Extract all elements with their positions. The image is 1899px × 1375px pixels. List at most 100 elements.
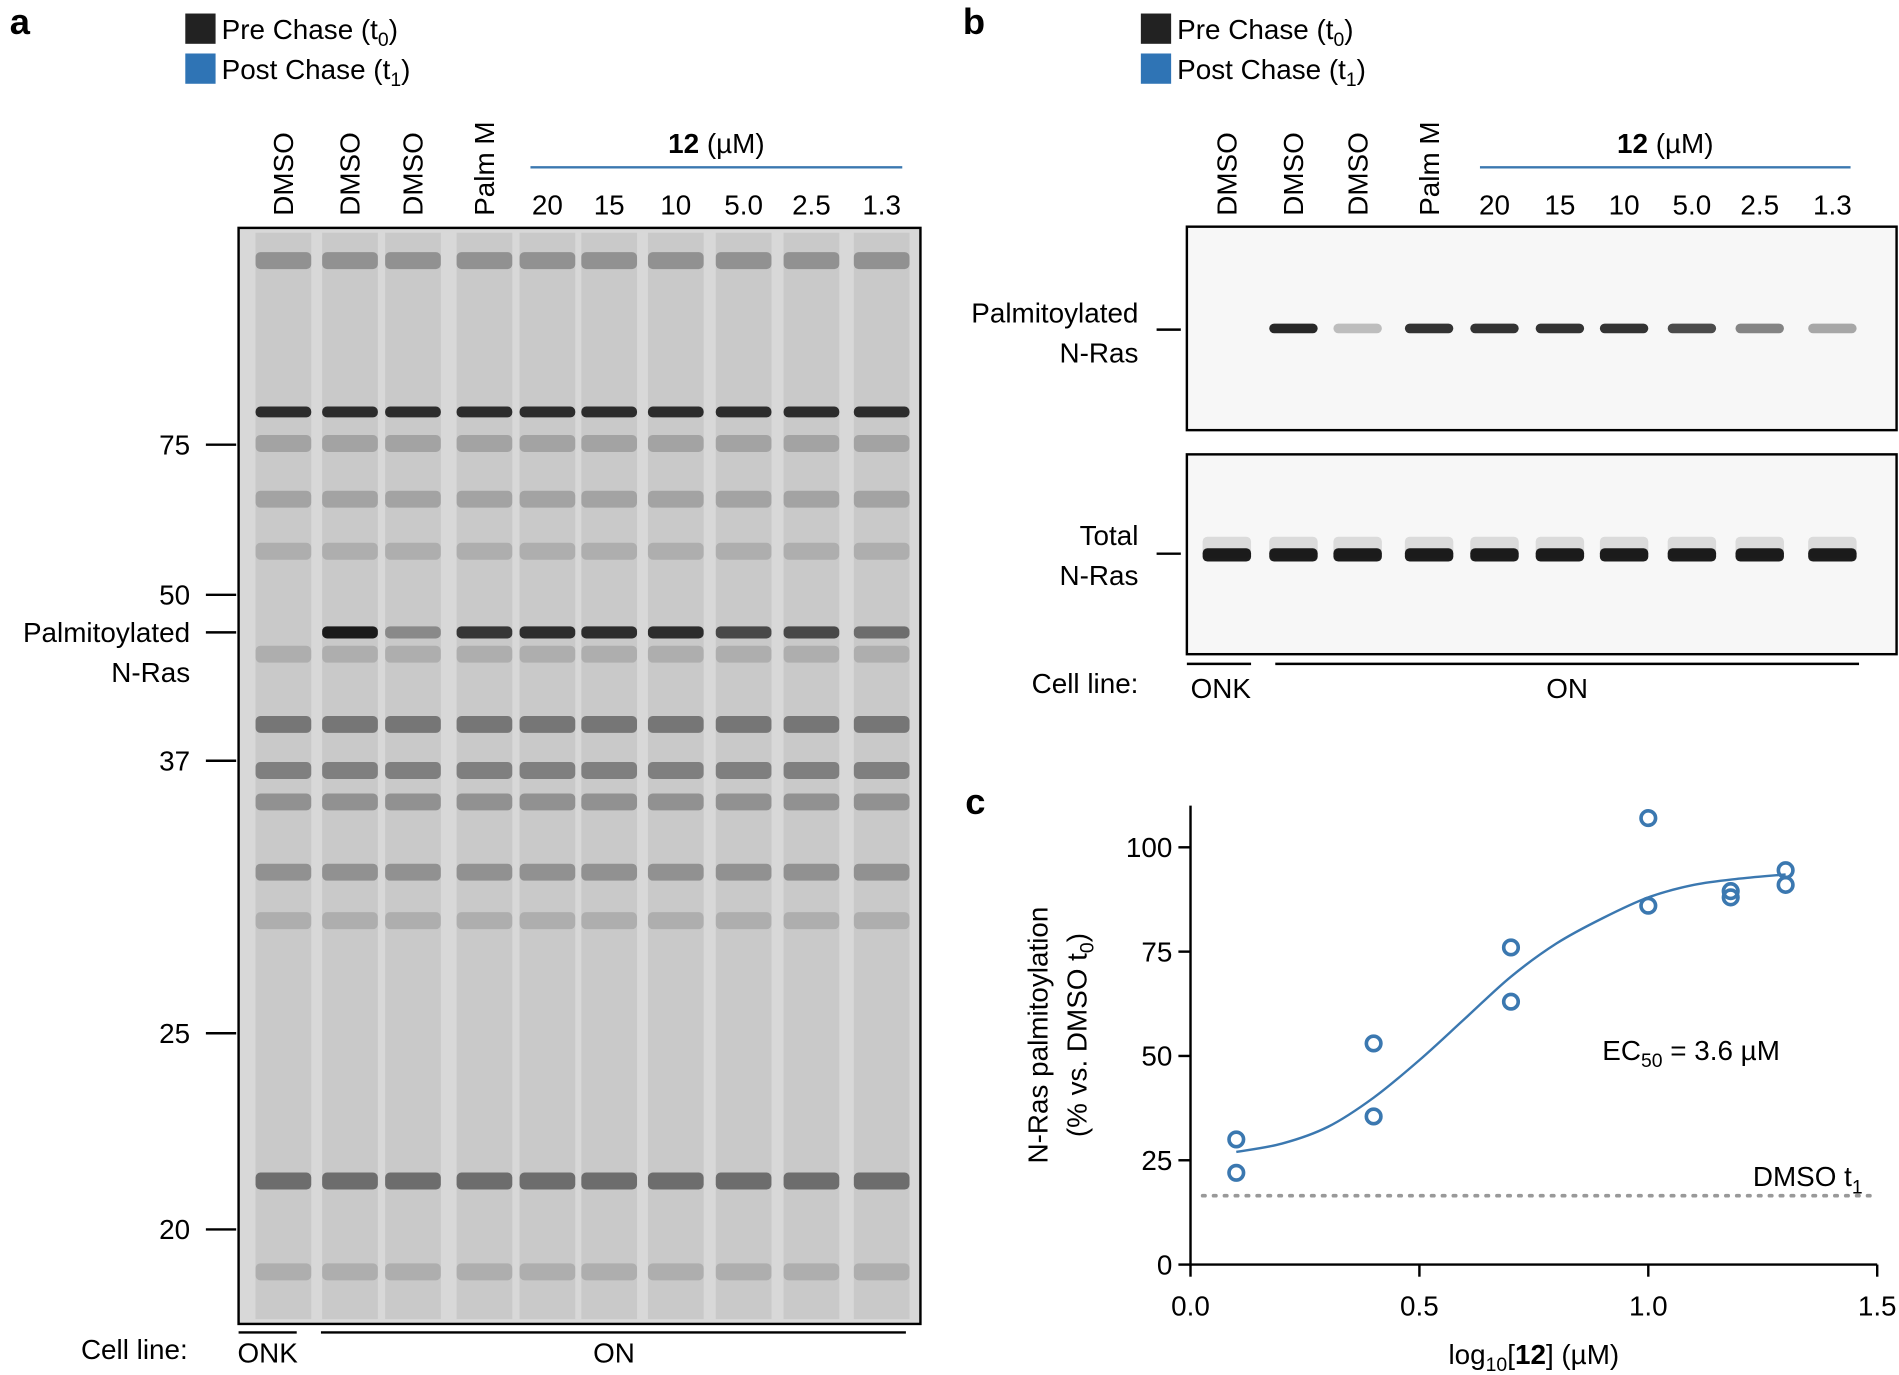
gel-band xyxy=(647,912,704,930)
gel-band xyxy=(581,626,638,639)
panel-label: b xyxy=(963,1,985,42)
gel-band xyxy=(519,1263,576,1281)
cell-line-label: Cell line: xyxy=(1032,668,1139,699)
gel-band xyxy=(322,252,378,270)
gel-band xyxy=(519,252,576,270)
gel-band xyxy=(647,434,704,452)
y-tick-label: 0 xyxy=(1157,1249,1173,1280)
text-part: ] (µM) xyxy=(1546,1339,1619,1370)
cell-line-group: ON xyxy=(1546,673,1588,704)
gel-band xyxy=(647,626,704,639)
gel-band xyxy=(853,645,910,663)
gel-band xyxy=(322,761,378,779)
gel-band xyxy=(581,406,638,418)
data-point xyxy=(1227,1130,1246,1149)
gel-band xyxy=(456,1172,513,1190)
y-tick-label: 75 xyxy=(1141,936,1172,967)
x-tick-label: 1.5 xyxy=(1858,1290,1897,1321)
dose-label: 20 xyxy=(532,190,563,221)
gel-band xyxy=(1269,548,1318,562)
gel-band xyxy=(255,863,312,881)
gel-band xyxy=(322,645,378,663)
gel-band xyxy=(715,490,772,508)
gel-band xyxy=(385,434,441,452)
lane-label: Palm M xyxy=(469,121,500,215)
gel-band xyxy=(647,542,704,560)
dose-label: 2.5 xyxy=(1740,190,1779,221)
text-part: 0 xyxy=(1077,942,1099,953)
gel-band xyxy=(715,542,772,560)
gel-band xyxy=(385,626,441,639)
gel-band xyxy=(581,793,638,811)
lane-label: DMSO xyxy=(1342,132,1373,216)
lane-label: DMSO xyxy=(1278,132,1309,216)
gel-band xyxy=(1599,548,1649,562)
panel-label: a xyxy=(10,1,31,42)
text-part: ) xyxy=(389,14,398,45)
gel-band xyxy=(647,406,704,418)
gel-band xyxy=(853,912,910,930)
gel-band xyxy=(456,490,513,508)
gel-band xyxy=(322,626,378,639)
text-part: = 3.6 µM xyxy=(1663,1035,1780,1066)
legend-label: Pre Chase (t0) xyxy=(222,14,398,51)
text-part: 1 xyxy=(1346,69,1357,91)
gel-band xyxy=(1269,323,1318,334)
text-part: 1 xyxy=(390,69,401,91)
gel-band xyxy=(456,912,513,930)
gel-band xyxy=(853,542,910,560)
gel-band xyxy=(385,715,441,733)
text-part: 12 xyxy=(1515,1339,1546,1370)
gel-band xyxy=(322,912,378,930)
gel-band xyxy=(715,434,772,452)
annotation: EC50 = 3.6 µM xyxy=(1602,1035,1780,1072)
data-point xyxy=(1364,1034,1383,1053)
gel-band xyxy=(385,1263,441,1281)
gel-band xyxy=(322,1172,378,1190)
gel-band xyxy=(853,1172,910,1190)
gel-band xyxy=(322,793,378,811)
gel-band xyxy=(715,645,772,663)
gel-band xyxy=(322,1263,378,1281)
gel-band xyxy=(1535,323,1585,334)
gel-band xyxy=(853,406,910,418)
gel-band xyxy=(783,645,840,663)
gel-band xyxy=(647,490,704,508)
text-part: ) xyxy=(1357,54,1366,85)
cell-line-label: Cell line: xyxy=(81,1334,188,1365)
y-tick-label: 100 xyxy=(1126,832,1172,863)
text-part: ) xyxy=(401,54,410,85)
data-point xyxy=(1721,882,1740,901)
reference-label: DMSO t1 xyxy=(1753,1161,1863,1198)
text-part: log xyxy=(1448,1339,1485,1370)
gel-band xyxy=(1735,548,1784,562)
gel-band xyxy=(456,761,513,779)
gel-band xyxy=(255,542,312,560)
text-part: 12 xyxy=(1617,128,1648,159)
band-label: N-Ras xyxy=(111,657,190,688)
data-point xyxy=(1501,938,1521,957)
gel-band xyxy=(647,252,704,270)
dose-label: 2.5 xyxy=(792,190,831,221)
gel-band xyxy=(519,434,576,452)
marker-label: 37 xyxy=(159,745,190,776)
gel-band xyxy=(456,793,513,811)
gel-band xyxy=(255,645,312,663)
gel-band xyxy=(647,645,704,663)
text-part: ) xyxy=(1344,14,1353,45)
data-point xyxy=(1776,875,1795,894)
x-tick-label: 0.0 xyxy=(1171,1290,1210,1321)
dose-label: 5.0 xyxy=(1673,190,1712,221)
gel-band xyxy=(853,793,910,811)
gel-band xyxy=(581,1263,638,1281)
gel-band xyxy=(385,490,441,508)
gel-band xyxy=(519,645,576,663)
gel-band xyxy=(581,645,638,663)
panel-label: c xyxy=(965,781,985,822)
y-tick-label: 50 xyxy=(1141,1041,1172,1072)
legend-label: Post Chase (t1) xyxy=(1177,54,1366,91)
marker-label: 25 xyxy=(159,1018,190,1049)
gel-band xyxy=(519,912,576,930)
gel-band xyxy=(1808,323,1857,334)
